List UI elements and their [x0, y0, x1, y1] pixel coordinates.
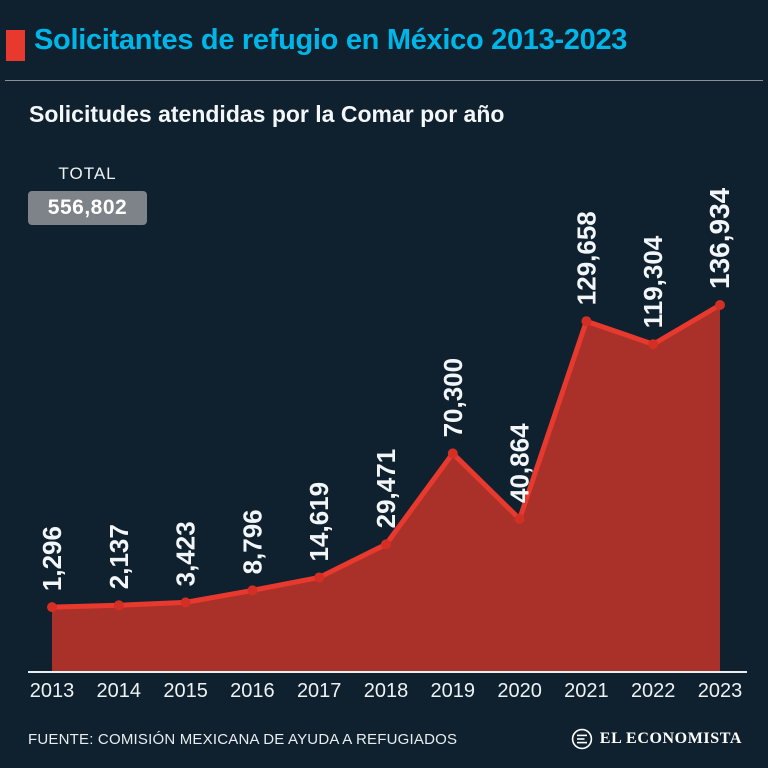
data-point [715, 300, 725, 310]
x-tick-label: 2017 [297, 680, 342, 702]
x-tick-label: 2021 [564, 680, 609, 702]
data-point [648, 339, 659, 350]
chart-subtitle: Solicitudes atendidas por la Comar por a… [29, 101, 505, 127]
x-tick-label: 2015 [163, 680, 208, 702]
x-tick-label: 2016 [230, 680, 275, 702]
brand-logo: EL ECONOMISTA [571, 728, 742, 750]
x-tick-label: 2019 [431, 680, 476, 702]
value-label: 3,423 [171, 521, 201, 586]
x-tick-label: 2020 [497, 680, 542, 702]
x-tick-label: 2023 [698, 680, 743, 702]
area-fill [52, 305, 720, 672]
data-point [514, 513, 525, 524]
data-point [247, 585, 258, 596]
value-label: 40,864 [505, 423, 535, 503]
data-point [180, 597, 191, 608]
footer: FUENTE: COMISIÓN MEXICANA DE AYUDA A REF… [0, 722, 768, 768]
value-label: 29,471 [371, 449, 401, 529]
data-point [314, 572, 325, 583]
x-tick-label: 2014 [97, 680, 142, 702]
data-point [113, 600, 124, 611]
data-point [447, 448, 458, 459]
value-label: 136,934 [704, 187, 735, 289]
total-label: TOTAL [58, 164, 117, 183]
value-label: 8,796 [237, 509, 267, 574]
value-label: 2,137 [104, 524, 134, 589]
total-block: TOTAL 556,802 [28, 164, 147, 225]
x-tick-label: 2013 [30, 680, 75, 702]
header-divider [5, 80, 763, 81]
page-title: Solicitantes de refugio en México 2013-2… [34, 24, 628, 56]
area-chart: 1,296 2,137 3,423 8,796 14,619 29,471 70,300 40… [28, 187, 747, 702]
value-label: 1,296 [37, 526, 67, 591]
x-tick-label: 2018 [364, 680, 409, 702]
data-point [381, 539, 391, 550]
value-label: 119,304 [638, 235, 668, 328]
value-label: 14,619 [304, 482, 334, 562]
data-point [47, 602, 57, 613]
el-economista-icon [571, 728, 592, 750]
value-label: 129,658 [571, 211, 601, 305]
brand-name: EL ECONOMISTA [599, 730, 742, 747]
x-tick-label: 2022 [631, 680, 676, 702]
value-label: 70,300 [438, 358, 468, 438]
red-accent-square [6, 30, 25, 61]
data-point [581, 316, 592, 327]
source-note: FUENTE: COMISIÓN MEXICANA DE AYUDA A REF… [28, 731, 458, 748]
total-value-badge: 556,802 [28, 191, 147, 225]
